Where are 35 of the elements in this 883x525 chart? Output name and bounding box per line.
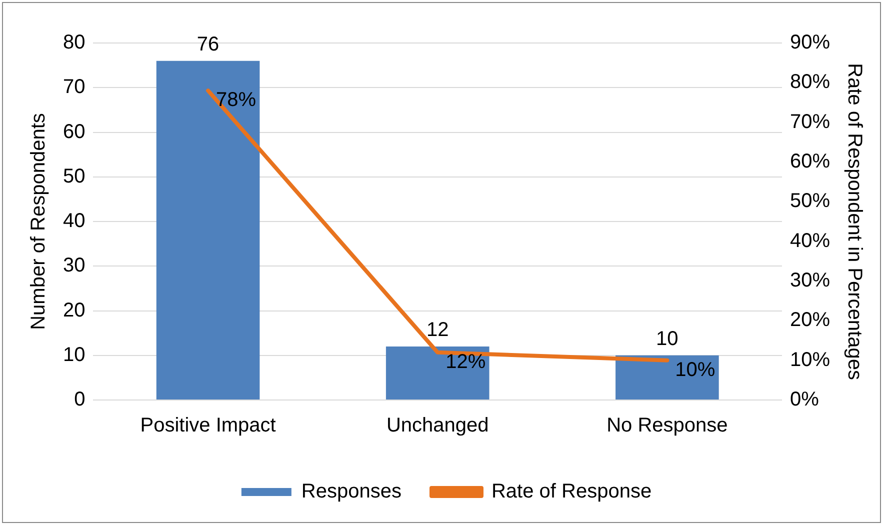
data-label: 10 [656,328,678,350]
data-label: 78% [216,89,256,112]
y-tick-label: 30 [62,254,86,277]
y-tick-label: 70 [62,76,86,98]
data-label: 76 [196,33,220,56]
legend-label: Rate of Response [491,480,652,503]
y2-tick-label: 70% [790,110,830,133]
bar [386,346,490,400]
y2-axis-title: Rate of Respondent in Percentages [843,63,866,380]
y2-tick-label: 0% [790,388,820,411]
x-tick-label: No Response [606,414,728,437]
y-tick-label: 0 [74,388,86,411]
y2-tick-label: 80% [790,71,830,94]
data-label: 12% [446,350,486,373]
bar [616,355,719,400]
legend-label: Responses [301,480,402,503]
y2-tick-label: 30% [790,270,830,292]
y2-tick-label: 60% [790,150,830,173]
y2-tick-label: 50% [790,190,830,212]
y-tick-label: 80 [62,32,86,54]
data-label: 12 [426,318,449,341]
bar [156,60,260,400]
y-tick-label: 40 [62,210,86,232]
data-label: 10% [675,358,716,381]
y-axis-title: Number of Respondents [28,113,50,330]
y-tick-label: 50 [62,165,86,188]
y-tick-label: 10 [62,344,86,366]
y-tick-label: 60 [62,120,86,143]
y2-tick-label: 10% [790,348,830,371]
y2-tick-label: 20% [790,309,830,332]
x-tick-label: Positive Impact [140,414,276,437]
y-tick-label: 20 [62,299,86,322]
y2-tick-label: 90% [790,32,830,54]
x-tick-label: Unchanged [386,414,489,437]
y2-tick-label: 40% [790,230,830,252]
